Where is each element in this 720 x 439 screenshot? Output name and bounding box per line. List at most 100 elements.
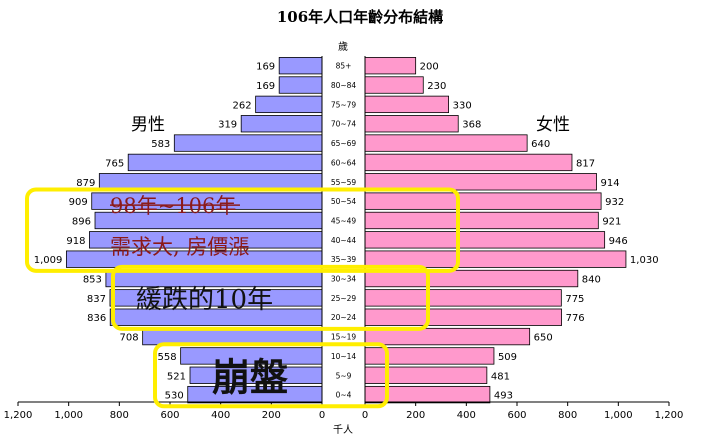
female-value-label: 640 — [531, 139, 550, 150]
male-value-label: 837 — [87, 294, 106, 305]
female-bar-80~84 — [364, 76, 424, 94]
age-group-label: 40~44 — [331, 236, 357, 245]
x-tick-label-male: 200 — [262, 410, 281, 421]
male-value-label: 1,009 — [34, 255, 63, 266]
male-bar-70~74 — [240, 115, 323, 133]
age-group-label: 15~19 — [331, 333, 357, 342]
female-label: 女性 — [536, 115, 570, 135]
female-value-label: 840 — [582, 275, 601, 286]
male-value-label: 169 — [256, 81, 275, 92]
age-group-label: 20~24 — [331, 313, 357, 322]
female-bar-20~24 — [364, 308, 562, 326]
male-value-label: 169 — [256, 62, 275, 73]
female-value-label: 230 — [427, 81, 446, 92]
female-value-label: 368 — [462, 120, 481, 131]
age-group-label: 85+ — [336, 62, 352, 71]
axis-layer: 0 0 200 200 400 400 600 600 800 800 1,000 1,000 1,20… — [4, 56, 684, 421]
highlight-box-crash — [153, 342, 389, 409]
age-group-label: 45~49 — [331, 216, 357, 225]
highlight-box-10-years — [111, 264, 430, 331]
male-bar-80~84 — [278, 76, 323, 94]
age-group-label: 30~34 — [331, 275, 357, 284]
female-value-label: 921 — [602, 216, 621, 227]
male-value-label: 909 — [69, 197, 88, 208]
x-tick-label-female: 1,000 — [604, 410, 633, 421]
female-value-label: 932 — [605, 197, 624, 208]
male-value-label: 879 — [76, 178, 95, 189]
male-value-label: 853 — [83, 275, 102, 286]
female-bar-75~79 — [364, 95, 449, 114]
age-group-label: 35~39 — [331, 255, 357, 264]
male-value-label: 918 — [66, 236, 85, 247]
female-value-label: 1,030 — [630, 255, 659, 266]
female-value-label: 481 — [491, 371, 510, 382]
x-tick-label-female: 1,200 — [655, 410, 684, 421]
male-value-label: 836 — [87, 313, 106, 324]
male-value-label: 583 — [151, 139, 170, 150]
male-bar-60~64 — [127, 153, 323, 172]
x-tick-label-male: 1,200 — [4, 410, 33, 421]
female-bar-40~44 — [364, 231, 606, 249]
age-group-label: 65~69 — [331, 139, 357, 148]
age-group-label: 70~74 — [331, 120, 357, 129]
male-value-label: 319 — [218, 120, 237, 131]
age-group-label: 55~59 — [331, 178, 357, 187]
age-group-label: 75~79 — [331, 100, 357, 109]
female-bar-50~54 — [364, 192, 602, 210]
male-bar-65~69 — [173, 134, 323, 152]
male-value-label: 558 — [158, 352, 177, 363]
age-group-label: 60~64 — [331, 158, 357, 167]
male-value-label: 521 — [167, 371, 186, 382]
annotation-crash: 崩盤 — [212, 354, 288, 399]
female-value-label: 775 — [565, 294, 584, 305]
male-value-label: 530 — [165, 391, 184, 402]
x-tick-label-male: 0 — [319, 410, 325, 421]
female-value-label: 493 — [494, 391, 513, 402]
age-group-label: 5~9 — [336, 371, 352, 380]
female-value-label: 200 — [420, 62, 439, 73]
female-bar-65~69 — [364, 134, 528, 152]
male-bar-75~79 — [255, 95, 323, 114]
female-value-label: 776 — [566, 313, 585, 324]
female-value-label: 817 — [576, 158, 595, 169]
chart-title: 106年人口年齡分布結構 — [277, 8, 443, 26]
annotation-slow-decline: 緩跌的10年 — [136, 285, 273, 315]
male-value-label: 708 — [120, 333, 139, 344]
x-tick-label-female: 400 — [457, 410, 476, 421]
female-value-label: 946 — [609, 236, 628, 247]
female-bar-85+ — [364, 57, 417, 75]
male-bar-85+ — [278, 57, 323, 75]
female-bar-60~64 — [364, 153, 573, 172]
x-tick-label-male: 600 — [160, 410, 179, 421]
female-value-label: 914 — [601, 178, 620, 189]
age-group-label: 80~84 — [331, 81, 357, 90]
x-tick-label-female: 800 — [558, 410, 577, 421]
male-value-label: 262 — [233, 100, 252, 111]
female-bar-0~4 — [364, 385, 491, 404]
annotation-98-106: 98年~106年 — [110, 194, 236, 218]
bars-layer: 169 200 85+ 169 230 80~84 262 330 75~79 319 368 70~… — [34, 57, 659, 404]
highlight-box-98-106 — [25, 187, 460, 273]
annotation-demand-up: 需求大, 房價漲 — [110, 235, 249, 259]
x-axis-label: 千人 — [333, 424, 353, 436]
female-bar-70~74 — [364, 115, 459, 133]
age-group-label: 0~4 — [336, 391, 352, 400]
female-bar-25~29 — [364, 289, 562, 307]
female-value-label: 650 — [534, 333, 553, 344]
female-value-label: 509 — [498, 352, 517, 363]
male-value-label: 765 — [105, 158, 124, 169]
age-group-label: 50~54 — [331, 197, 357, 206]
x-tick-label-female: 0 — [362, 410, 368, 421]
x-tick-label-male: 800 — [110, 410, 129, 421]
female-value-label: 330 — [453, 100, 472, 111]
female-bar-45~49 — [364, 211, 599, 230]
x-tick-label-male: 400 — [211, 410, 230, 421]
age-axis-label: 歲 — [338, 40, 348, 53]
age-group-label: 10~14 — [331, 352, 357, 361]
x-tick-label-female: 600 — [507, 410, 526, 421]
x-tick-label-male: 1,000 — [54, 410, 83, 421]
male-label: 男性 — [131, 115, 165, 135]
male-value-label: 896 — [72, 216, 91, 227]
